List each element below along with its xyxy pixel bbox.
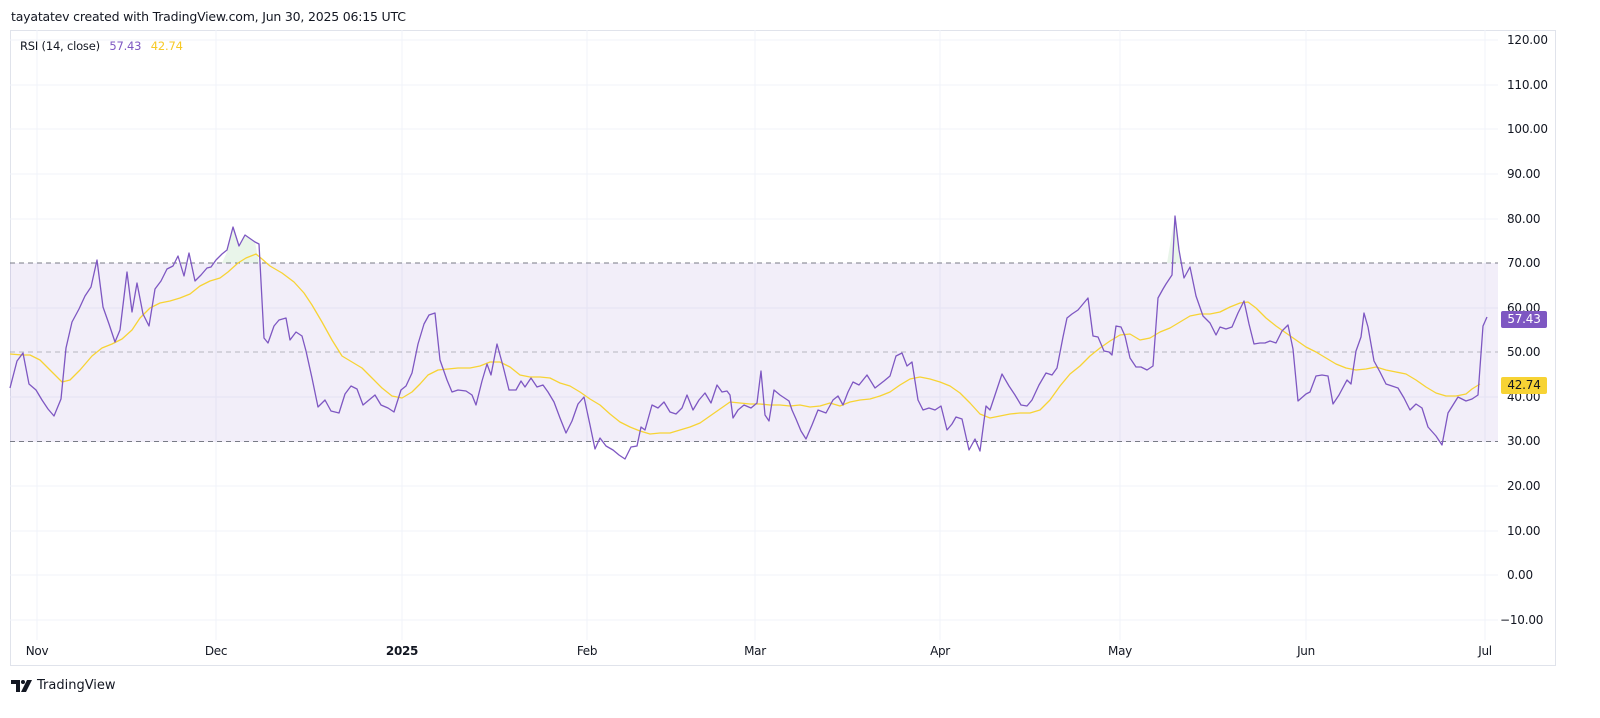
x-tick: Mar xyxy=(744,644,766,658)
y-tick: 20.00 xyxy=(1507,479,1541,493)
x-tick: Dec xyxy=(204,644,228,658)
rsi-band-lines xyxy=(10,262,1498,442)
ma-value: 42.74 xyxy=(150,39,183,53)
x-tick: May xyxy=(1108,644,1132,658)
tradingview-logo-icon xyxy=(11,679,32,692)
indicator-legend[interactable]: RSI (14, close) 57.43 42.74 xyxy=(20,39,183,53)
y-tick: 30.00 xyxy=(1507,434,1541,448)
y-tick: −10.00 xyxy=(1500,613,1544,627)
x-tick: Nov xyxy=(25,644,49,658)
y-tick: 90.00 xyxy=(1507,167,1541,181)
x-tick: Feb xyxy=(576,644,598,658)
y-tick: 120.00 xyxy=(1507,33,1548,47)
x-tick: Jun xyxy=(1297,644,1315,658)
tradingview-branding[interactable]: TradingView xyxy=(11,678,116,693)
y-tick: 50.00 xyxy=(1507,345,1541,359)
rsi-value: 57.43 xyxy=(109,39,142,53)
x-tick: 2025 xyxy=(385,644,419,658)
y-tick: 100.00 xyxy=(1507,122,1548,136)
y-tick: 0.00 xyxy=(1507,568,1533,582)
x-tick: Apr xyxy=(930,644,950,658)
x-tick: Jul xyxy=(1478,644,1492,658)
y-tick: 70.00 xyxy=(1507,256,1541,270)
rsi-last-value-badge: 57.43 xyxy=(1501,311,1547,328)
chart-frame xyxy=(10,30,1556,666)
vertical-grid xyxy=(36,30,1486,640)
ma-last-value-badge: 42.74 xyxy=(1501,377,1547,394)
indicator-name: RSI (14, close) xyxy=(20,39,100,53)
attribution-text: tayatatev created with TradingView.com, … xyxy=(11,9,406,24)
rsi-ma-line xyxy=(9,253,1481,435)
rsi-line xyxy=(9,215,1488,460)
overbought-fill xyxy=(222,227,259,263)
y-tick: 10.00 xyxy=(1507,524,1541,538)
y-tick: 80.00 xyxy=(1507,212,1541,226)
tradingview-name: TradingView xyxy=(37,678,116,693)
horizontal-grid xyxy=(10,39,1498,621)
y-tick: 110.00 xyxy=(1507,78,1548,92)
